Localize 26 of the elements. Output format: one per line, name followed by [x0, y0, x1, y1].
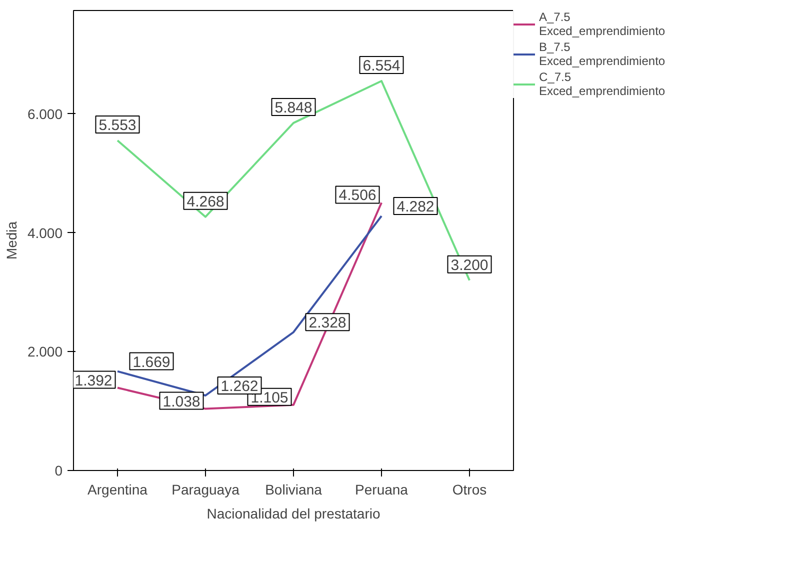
y-tick-label: 6.000 — [27, 106, 63, 122]
data-label: 3.200 — [450, 256, 488, 274]
x-tick-label: Argentina — [88, 482, 148, 498]
x-tick-label: Paraguaya — [172, 482, 240, 498]
x-axis-title: Nacionalidad del prestatario — [206, 506, 380, 522]
x-tick-label: Peruana — [355, 482, 408, 498]
data-label: 1.392 — [74, 372, 112, 390]
data-label: 5.553 — [98, 116, 136, 134]
y-axis-title: Media — [3, 221, 20, 260]
x-tick-label: Boliviana — [265, 482, 322, 498]
data-label: 4.282 — [396, 198, 434, 216]
data-label: 4.268 — [186, 193, 224, 210]
x-tick-label: Otros — [452, 482, 487, 498]
legend-label: A_7.5 Exced_emprendimiento — [539, 10, 666, 38]
y-tick-label: 4.000 — [27, 224, 63, 241]
legend-label: C_7.5 Exced_emprendimiento — [539, 70, 666, 98]
data-label: 2.328 — [308, 314, 346, 332]
data-label: 6.554 — [362, 57, 400, 74]
legend-label: B_7.5 Exced_emprendimiento — [539, 40, 666, 68]
data-label: 1.669 — [132, 354, 170, 371]
data-label: 1.262 — [220, 378, 258, 395]
data-label: 4.506 — [338, 187, 376, 204]
y-tick-label: 2.000 — [27, 344, 63, 360]
y-tick-label: 0 — [54, 462, 63, 478]
data-label: 1.038 — [162, 393, 200, 410]
data-label: 5.848 — [274, 99, 312, 116]
